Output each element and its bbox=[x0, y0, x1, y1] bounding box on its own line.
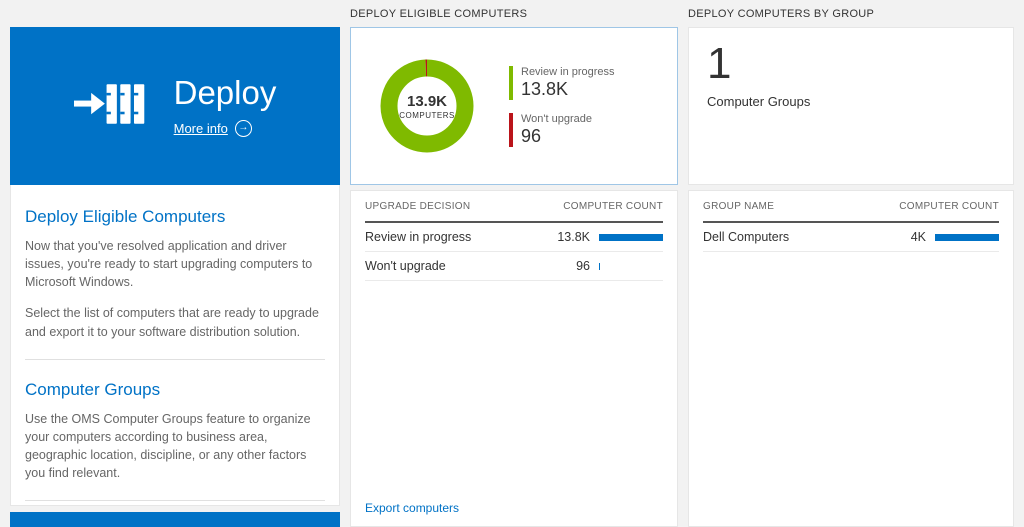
eligible-computers-column: DEPLOY ELIGIBLE COMPUTERS 13.9K COMPUTER… bbox=[350, 0, 678, 527]
column-header-upgrade-decision: UPGRADE DECISION bbox=[365, 200, 471, 212]
row-bar bbox=[599, 233, 663, 241]
section-heading-computer-groups: Computer Groups bbox=[25, 379, 161, 399]
group-count-value: 1 bbox=[707, 39, 732, 88]
row-label: Won't upgrade bbox=[365, 259, 446, 273]
row-label: Dell Computers bbox=[703, 230, 790, 244]
deploy-description-panel: Deploy Eligible Computers Now that you'v… bbox=[10, 185, 340, 506]
row-value: 13.8K bbox=[557, 230, 590, 244]
group-count-label: Computer Groups bbox=[707, 94, 811, 109]
left-column-header-spacer bbox=[10, 0, 340, 27]
group-name-table: GROUP NAME COMPUTER COUNT Dell Computers… bbox=[688, 190, 1014, 527]
computer-groups-summary-card[interactable]: 1 Computer Groups bbox=[688, 27, 1014, 185]
deploy-column: Deploy More info → Deploy Eligible Compu… bbox=[10, 0, 340, 527]
row-label: Review in progress bbox=[365, 230, 472, 244]
table-header-row: UPGRADE DECISION COMPUTER COUNT bbox=[365, 191, 663, 223]
tile-title: Deploy bbox=[173, 74, 277, 112]
section-divider bbox=[25, 358, 325, 360]
table-row[interactable]: Won't upgrade 96 bbox=[365, 252, 663, 281]
section-heading-deploy-eligible-computers: Deploy Eligible Computers bbox=[25, 207, 226, 226]
panel-header-deploy-computers-by-group: DEPLOY COMPUTERS BY GROUP bbox=[688, 7, 875, 20]
legend-value: 13.8K bbox=[521, 78, 569, 99]
legend-item-wont-upgrade[interactable]: Won't upgrade 96 bbox=[509, 112, 615, 147]
computers-by-group-column: DEPLOY COMPUTERS BY GROUP 1 Computer Gro… bbox=[688, 0, 1014, 527]
row-bar-cell bbox=[599, 262, 663, 270]
legend-color-bar bbox=[509, 112, 513, 147]
row-value: 4K bbox=[910, 230, 926, 244]
panel-header-deploy-eligible-computers: DEPLOY ELIGIBLE COMPUTERS bbox=[350, 7, 528, 20]
deploy-tile[interactable]: Deploy More info → bbox=[10, 27, 340, 185]
row-bar-cell bbox=[599, 233, 663, 241]
column-header-computer-count: COMPUTER COUNT bbox=[899, 200, 999, 212]
table-row[interactable]: Review in progress 13.8K bbox=[365, 223, 663, 252]
more-info-arrow-icon: → bbox=[234, 119, 252, 137]
legend-value: 96 bbox=[521, 125, 542, 146]
deploy-icon bbox=[73, 77, 146, 136]
row-bar bbox=[935, 233, 999, 241]
legend-color-bar bbox=[509, 65, 513, 100]
legend-label: Won't upgrade bbox=[521, 112, 593, 125]
eligible-computers-chart-card[interactable]: 13.9K COMPUTERS Review in progress 13.8K… bbox=[350, 27, 678, 185]
more-info-link[interactable]: More info → bbox=[173, 119, 252, 137]
legend-item-review-in-progress[interactable]: Review in progress 13.8K bbox=[509, 65, 615, 100]
section-paragraph: Now that you've resolved application and… bbox=[25, 239, 313, 290]
more-info-label: More info bbox=[173, 120, 228, 136]
partial-tile-strip bbox=[10, 512, 340, 527]
row-bar-cell bbox=[935, 233, 999, 241]
upgrade-decision-table: UPGRADE DECISION COMPUTER COUNT Review i… bbox=[350, 190, 678, 527]
section-paragraph: Select the list of computers that are re… bbox=[25, 306, 319, 339]
legend-label: Review in progress bbox=[521, 65, 615, 78]
column-header-computer-count: COMPUTER COUNT bbox=[563, 200, 663, 212]
row-bar bbox=[599, 262, 601, 270]
section-divider bbox=[25, 500, 325, 502]
donut-legend: Review in progress 13.8K Won't upgrade 9… bbox=[509, 65, 615, 147]
row-value: 96 bbox=[576, 259, 590, 273]
table-row[interactable]: Dell Computers 4K bbox=[703, 223, 999, 252]
donut-chart[interactable]: 13.9K COMPUTERS bbox=[371, 50, 483, 162]
export-computers-link[interactable]: Export computers bbox=[365, 501, 460, 515]
column-header-group-name: GROUP NAME bbox=[703, 200, 775, 212]
table-header-row: GROUP NAME COMPUTER COUNT bbox=[703, 191, 999, 223]
section-paragraph: Use the OMS Computer Groups feature to o… bbox=[25, 411, 311, 480]
